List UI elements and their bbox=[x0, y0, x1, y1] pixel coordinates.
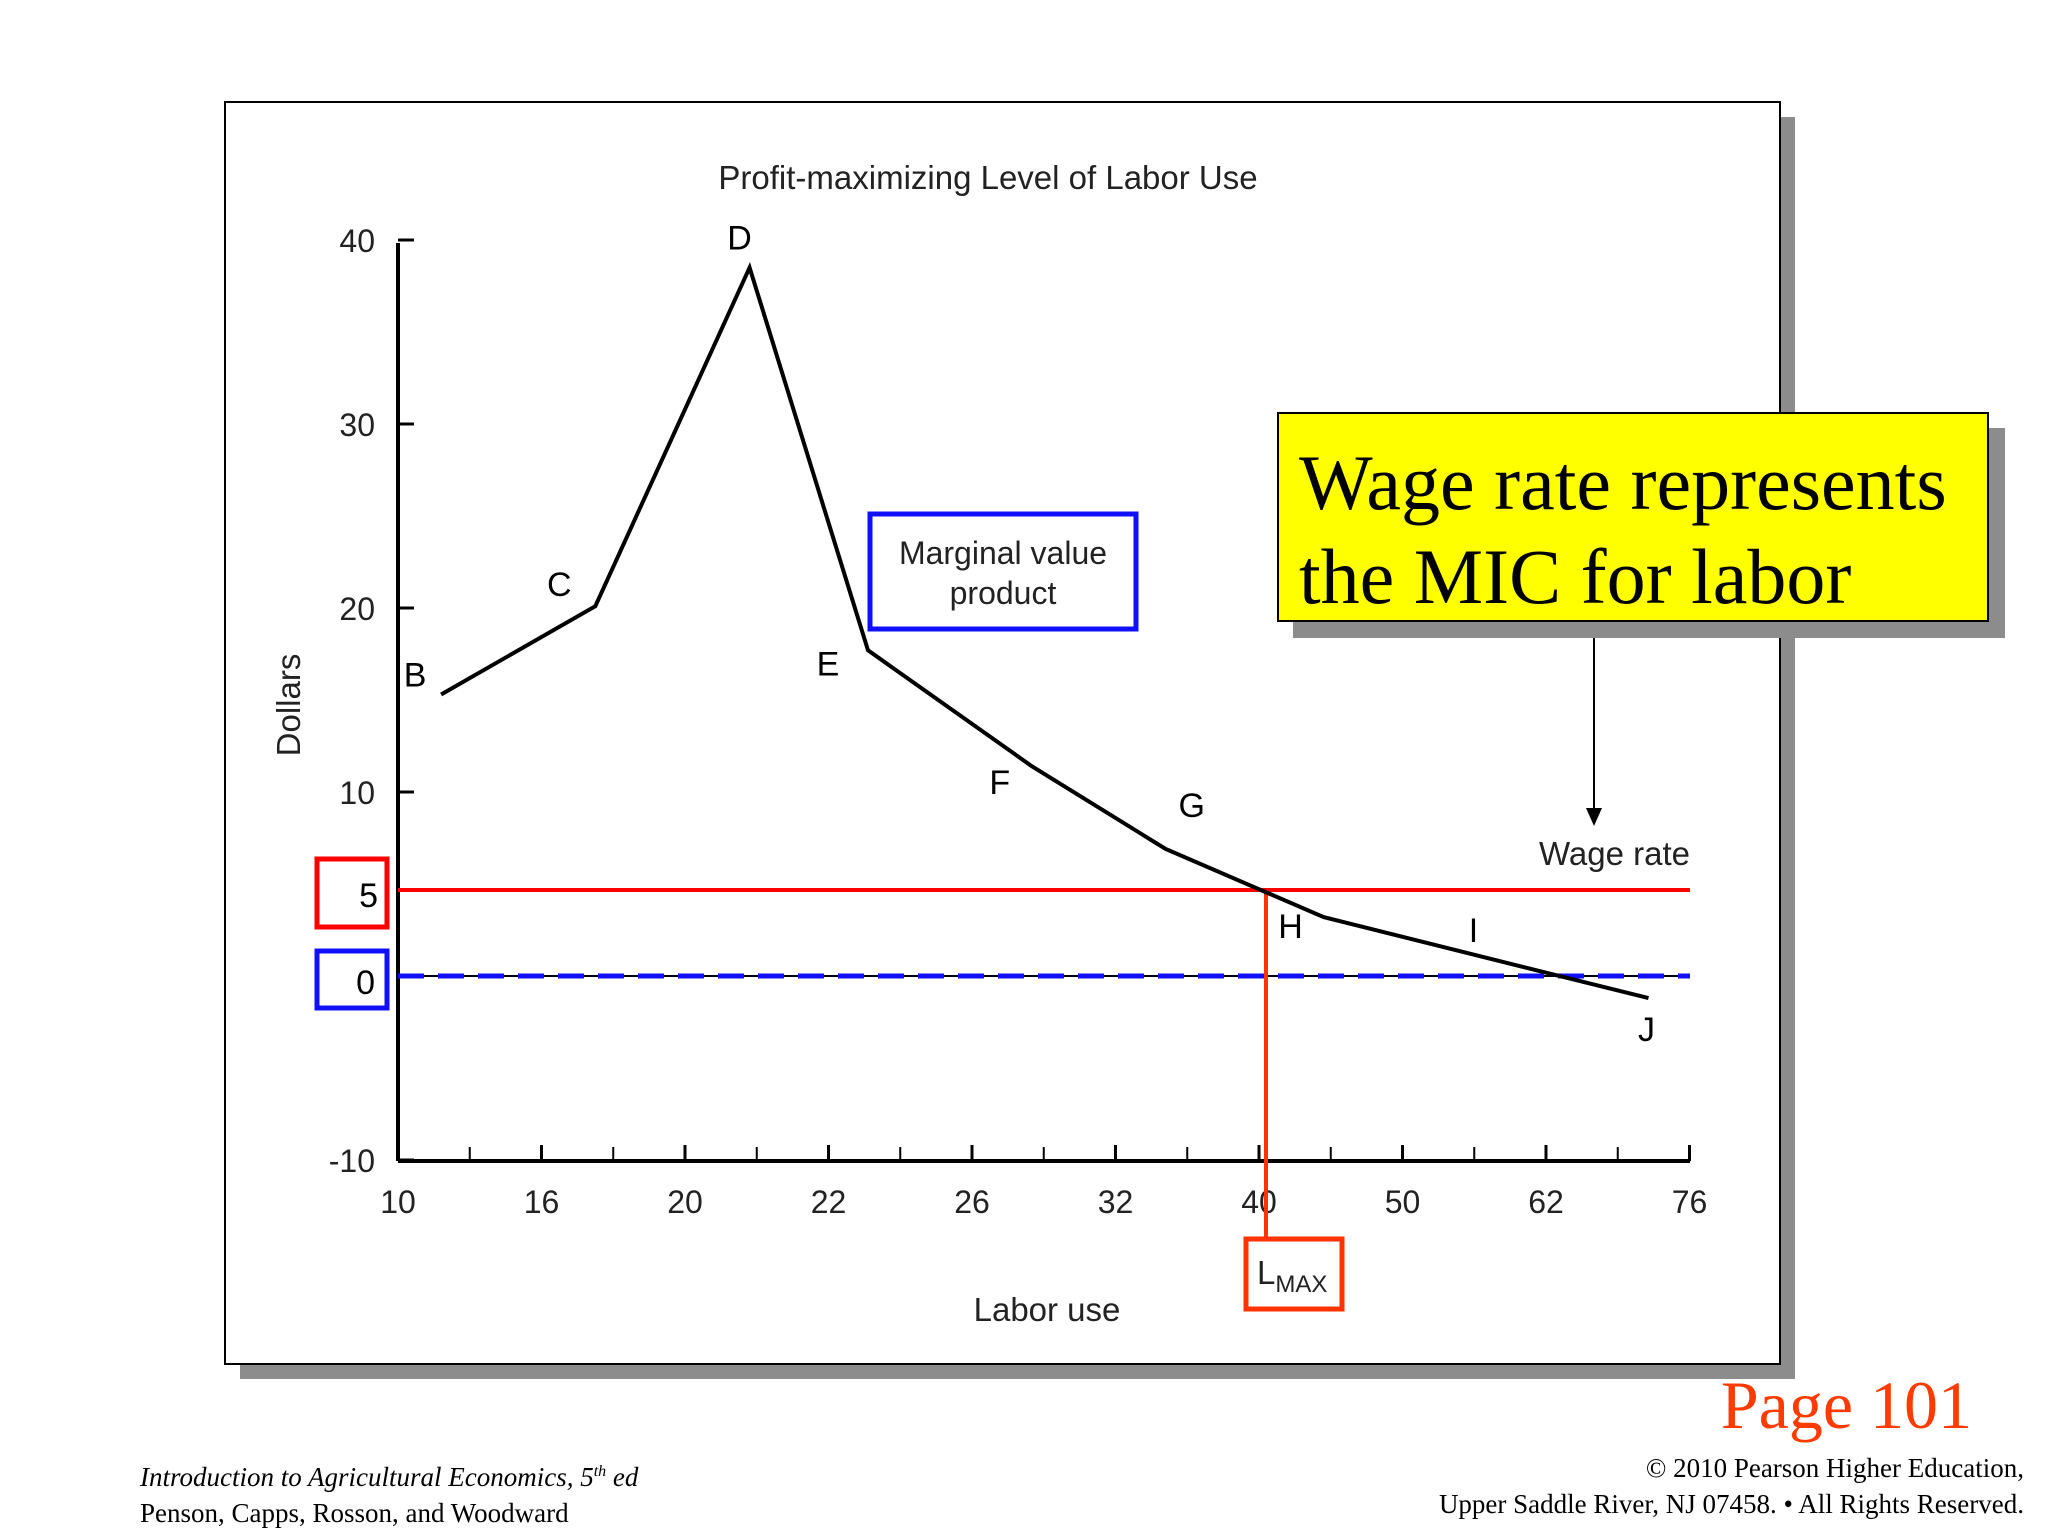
page-reference: Page 101 bbox=[1720, 1367, 1972, 1443]
point-label: C bbox=[547, 566, 572, 604]
edition-suffix: ed bbox=[606, 1462, 639, 1492]
x-ticks: 10 16 20 22 26 32 40 50 62 76 bbox=[380, 1145, 1707, 1220]
footer-right: © 2010 Pearson Higher Education, Upper S… bbox=[1439, 1450, 2024, 1522]
x-tick-label: 26 bbox=[954, 1184, 990, 1220]
authors: Penson, Capps, Rosson, and Woodward bbox=[140, 1498, 569, 1528]
x-tick-label: 50 bbox=[1385, 1184, 1421, 1220]
copyright-line1: © 2010 Pearson Higher Education, bbox=[1645, 1453, 2024, 1483]
y-tick-label: 10 bbox=[339, 775, 375, 811]
lmax-label: LMAX bbox=[1257, 1254, 1327, 1298]
x-tick-label: 32 bbox=[1098, 1184, 1134, 1220]
mvp-label-line2: product bbox=[950, 575, 1057, 611]
callout-line1: Wage rate represents bbox=[1299, 439, 1947, 526]
x-tick-label: 20 bbox=[667, 1184, 703, 1220]
callout-line2: the MIC for labor bbox=[1299, 533, 1852, 620]
book-title: Introduction to Agricultural Economics, … bbox=[140, 1462, 594, 1492]
point-label: E bbox=[817, 645, 840, 683]
point-label: B bbox=[404, 656, 427, 694]
y-axis-label: Dollars bbox=[270, 654, 307, 757]
mvp-label-line1: Marginal value bbox=[899, 535, 1107, 571]
x-tick-label: 10 bbox=[380, 1184, 416, 1220]
point-label: F bbox=[989, 764, 1010, 802]
mvp-line bbox=[440, 261, 1649, 1001]
y-tick-label: 40 bbox=[339, 223, 375, 259]
x-tick-label: 76 bbox=[1672, 1184, 1708, 1220]
point-label: H bbox=[1278, 908, 1303, 946]
wage-value-label: 5 bbox=[359, 877, 378, 915]
x-tick-label: 16 bbox=[524, 1184, 560, 1220]
y-tick-label: 30 bbox=[339, 407, 375, 443]
callout-box: Wage rate represents the MIC for labor bbox=[1277, 412, 1989, 622]
y-tick-label: -10 bbox=[329, 1143, 375, 1179]
footer-left: Introduction to Agricultural Economics, … bbox=[140, 1454, 638, 1531]
lmax-label-box bbox=[1243, 1236, 1345, 1312]
chart-frame bbox=[224, 101, 1781, 1365]
x-tick-label: 40 bbox=[1241, 1184, 1277, 1220]
wage-rate-label: Wage rate bbox=[1539, 835, 1690, 872]
zero-value-label: 0 bbox=[356, 964, 375, 1002]
point-labels: B C D E F G H I J bbox=[404, 220, 1655, 1049]
mvp-label-box bbox=[867, 511, 1139, 632]
x-tick-label: 22 bbox=[811, 1184, 847, 1220]
wage-value-box bbox=[314, 856, 390, 930]
y-ticks: 40 30 20 10 -10 bbox=[329, 223, 414, 1179]
zero-value-box bbox=[314, 948, 390, 1011]
edition-sup: th bbox=[593, 1463, 607, 1480]
chart-title: Profit-maximizing Level of Labor Use bbox=[718, 159, 1257, 196]
y-tick-label: 20 bbox=[339, 591, 375, 627]
book-title-line: Introduction to Agricultural Economics, … bbox=[140, 1454, 638, 1495]
point-label: D bbox=[727, 220, 752, 258]
x-tick-label: 62 bbox=[1528, 1184, 1564, 1220]
point-label: I bbox=[1469, 912, 1478, 950]
copyright-line2: Upper Saddle River, NJ 07458. • All Righ… bbox=[1438, 1489, 2024, 1519]
callout-arrowhead bbox=[1586, 808, 1602, 826]
x-axis-label: Labor use bbox=[974, 1291, 1121, 1328]
point-label: J bbox=[1638, 1011, 1655, 1049]
point-label: G bbox=[1178, 787, 1204, 825]
